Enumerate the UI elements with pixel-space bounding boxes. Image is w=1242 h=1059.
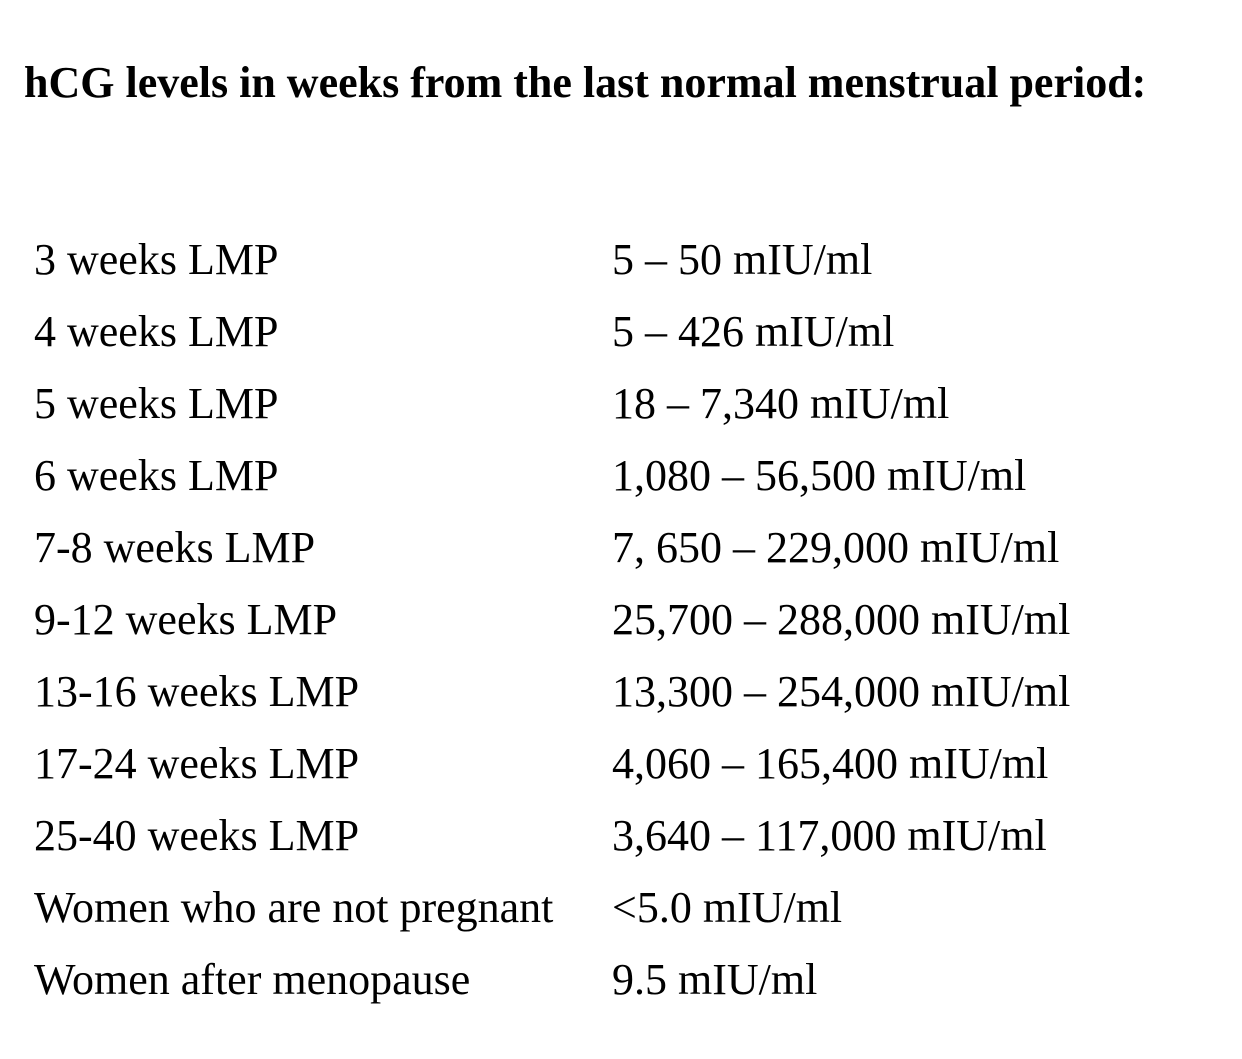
row-value: 5 – 50 mIU/ml: [612, 235, 873, 284]
row-value: 4,060 – 165,400 mIU/ml: [612, 739, 1049, 788]
table-row: 4 weeks LMP 5 – 426 mIU/ml: [34, 296, 1214, 368]
table-row: Women who are not pregnant <5.0 mIU/ml: [34, 872, 1214, 944]
table-row: 25-40 weeks LMP 3,640 – 117,000 mIU/ml: [34, 800, 1214, 872]
row-label: 7-8 weeks LMP: [34, 523, 316, 572]
row-label: 6 weeks LMP: [34, 451, 279, 500]
row-label: Women after menopause: [34, 955, 471, 1004]
table-row: 6 weeks LMP 1,080 – 56,500 mIU/ml: [34, 440, 1214, 512]
row-label: 25-40 weeks LMP: [34, 811, 360, 860]
row-value: 9.5 mIU/ml: [612, 955, 818, 1004]
table-row: 5 weeks LMP 18 – 7,340 mIU/ml: [34, 368, 1214, 440]
table-row: Women after menopause 9.5 mIU/ml: [34, 944, 1214, 1016]
row-label: 4 weeks LMP: [34, 307, 279, 356]
row-value: 3,640 – 117,000 mIU/ml: [612, 811, 1047, 860]
table-row: 9-12 weeks LMP 25,700 – 288,000 mIU/ml: [34, 584, 1214, 656]
page-title: hCG levels in weeks from the last normal…: [24, 58, 1147, 107]
table-row: 13-16 weeks LMP 13,300 – 254,000 mIU/ml: [34, 656, 1214, 728]
row-value: 13,300 – 254,000 mIU/ml: [612, 667, 1071, 716]
table-row: 3 weeks LMP 5 – 50 mIU/ml: [34, 224, 1214, 296]
row-value: 1,080 – 56,500 mIU/ml: [612, 451, 1027, 500]
row-label: 17-24 weeks LMP: [34, 739, 360, 788]
row-label: 9-12 weeks LMP: [34, 595, 338, 644]
row-value: <5.0 mIU/ml: [612, 883, 843, 932]
hcg-levels-table: 3 weeks LMP 5 – 50 mIU/ml 4 weeks LMP 5 …: [34, 224, 1214, 1016]
row-value: 7, 650 – 229,000 mIU/ml: [612, 523, 1060, 572]
row-label: 3 weeks LMP: [34, 235, 279, 284]
table-row: 7-8 weeks LMP 7, 650 – 229,000 mIU/ml: [34, 512, 1214, 584]
row-value: 18 – 7,340 mIU/ml: [612, 379, 950, 428]
row-value: 25,700 – 288,000 mIU/ml: [612, 595, 1071, 644]
row-label: 5 weeks LMP: [34, 379, 279, 428]
table-row: 17-24 weeks LMP 4,060 – 165,400 mIU/ml: [34, 728, 1214, 800]
row-value: 5 – 426 mIU/ml: [612, 307, 895, 356]
row-label: Women who are not pregnant: [34, 883, 554, 932]
row-label: 13-16 weeks LMP: [34, 667, 360, 716]
